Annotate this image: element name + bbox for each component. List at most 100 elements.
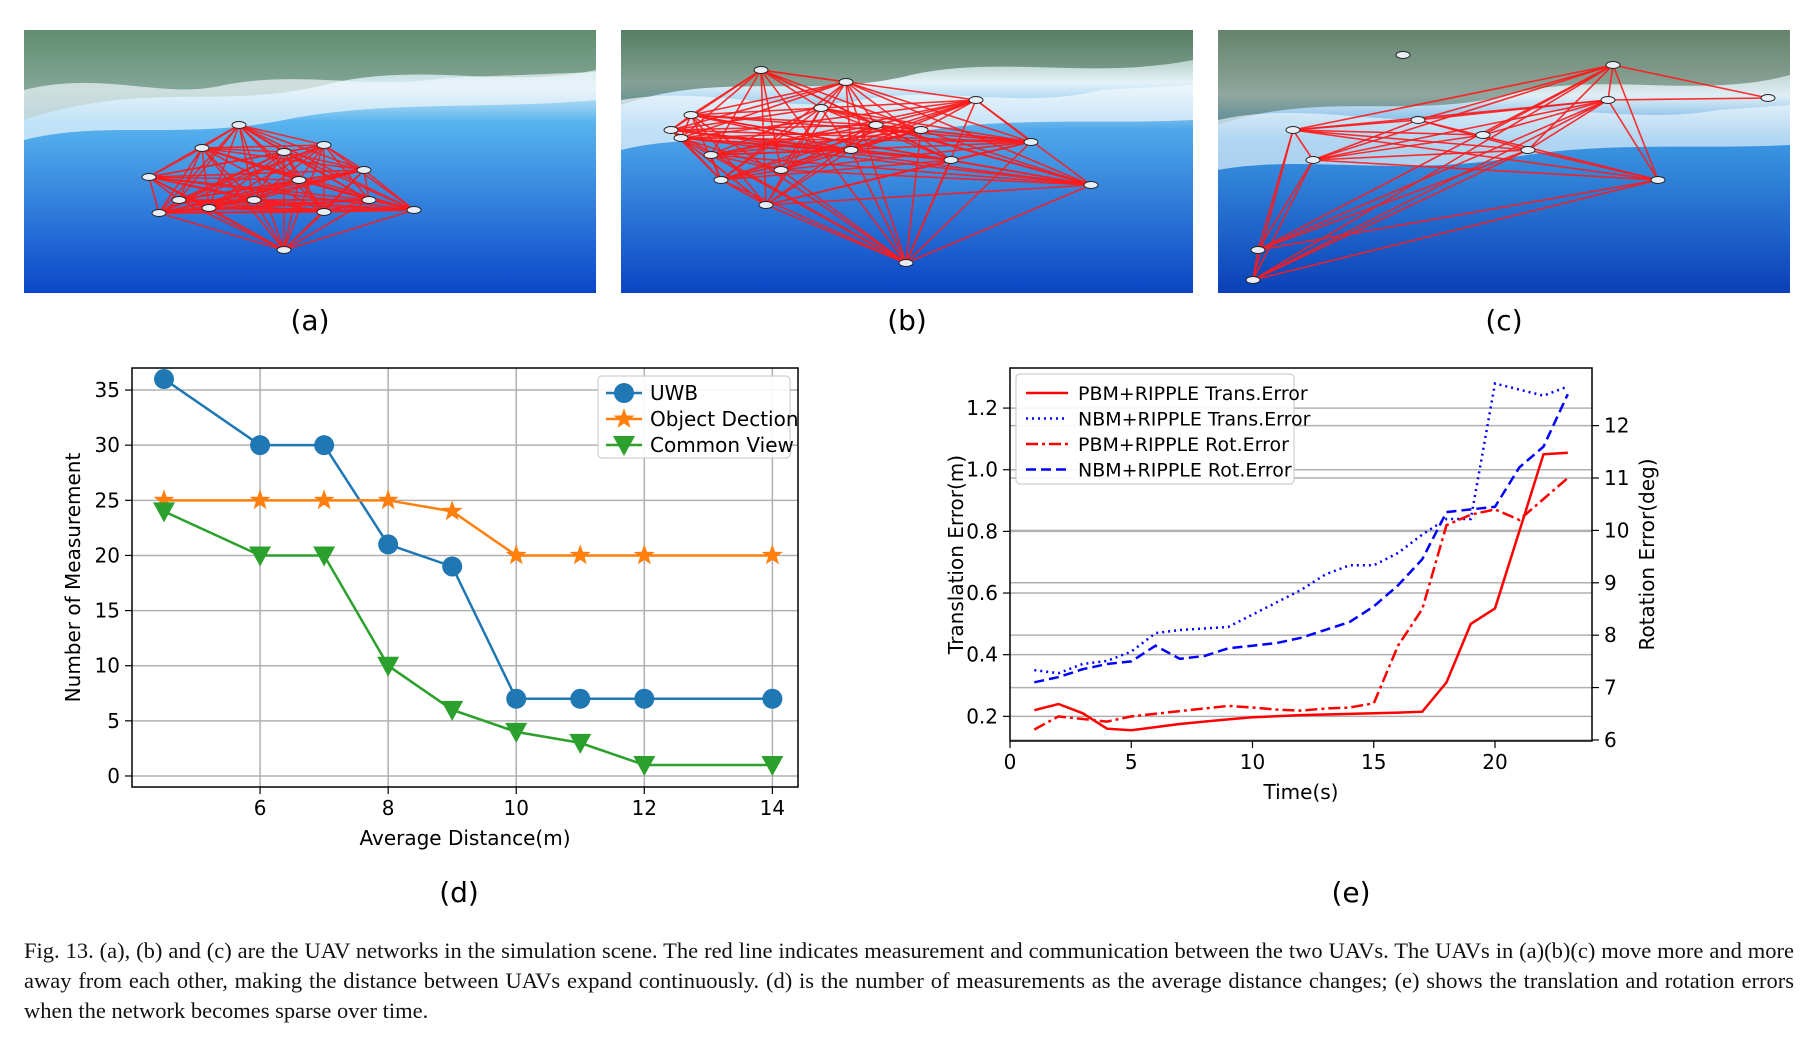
network-edge	[875, 99, 977, 126]
network-edge	[1607, 99, 1659, 181]
network-edge	[148, 176, 415, 211]
network-edge	[765, 149, 852, 206]
network-edge	[780, 169, 1092, 186]
network-edge	[238, 124, 365, 171]
network-edge	[283, 179, 300, 251]
x-tick-label: 5	[1125, 750, 1138, 774]
network-edge	[1252, 64, 1614, 281]
y-axis-label: Translation Error(m)	[946, 455, 968, 655]
network-edge	[1312, 134, 1484, 161]
network-edge	[1607, 97, 1769, 101]
network-edge	[765, 159, 952, 206]
uav-node	[813, 104, 829, 112]
network-edge	[178, 147, 203, 201]
network-edge	[1612, 64, 1659, 181]
uav-node	[1250, 246, 1266, 254]
network-edge	[148, 169, 365, 178]
network-edge	[670, 129, 852, 151]
legend-label: UWB	[650, 381, 698, 405]
network-edge	[253, 199, 285, 251]
figure-caption: Fig. 13. (a), (b) and (c) are the UAV ne…	[24, 938, 1794, 1023]
network-edge	[905, 184, 1092, 264]
y-tick-label: 10	[95, 654, 120, 678]
network-edge	[1612, 64, 1769, 99]
network-edge	[1292, 129, 1484, 136]
network-edge	[670, 124, 877, 131]
uav-node	[753, 66, 769, 74]
network-edge	[1527, 99, 1609, 151]
network-edge	[208, 207, 285, 251]
data-point	[505, 722, 528, 743]
y-tick-label: 5	[107, 709, 120, 733]
network-edge	[1312, 119, 1419, 161]
network-edge	[875, 124, 922, 131]
y-tick-label: 0	[107, 764, 120, 788]
x-axis-label: Time(s)	[1263, 780, 1339, 804]
network-edge	[1292, 129, 1314, 161]
network-edge	[253, 179, 300, 201]
uav-node	[171, 196, 187, 204]
network-edge	[670, 129, 1092, 186]
uav-node	[201, 204, 217, 212]
y-tick-label: 30	[95, 433, 120, 457]
panel-label-c: (c)	[1485, 304, 1523, 337]
y-right-tick-label: 7	[1604, 676, 1617, 700]
uav-node	[231, 121, 247, 129]
data-point	[249, 489, 271, 510]
network-edge	[1257, 64, 1614, 251]
legend-marker	[613, 436, 635, 456]
network-lines-c	[1252, 64, 1769, 281]
x-tick-label: 10	[504, 796, 529, 820]
network-edge	[760, 69, 977, 101]
network-edge	[238, 124, 415, 211]
data-point	[249, 546, 272, 567]
network-illustration-a	[24, 30, 596, 293]
network-edge	[850, 149, 907, 264]
network-edge	[323, 199, 370, 213]
measurement-chart: 6 8 10 12 14 0 5 10 15 20 25 30 35 Average Distance(m…	[61, 367, 799, 850]
uav-node	[276, 148, 292, 156]
network-edge	[720, 99, 977, 181]
series-nbm-ripple-rot-error	[1034, 393, 1569, 684]
data-point	[761, 755, 784, 776]
network-edge	[283, 151, 415, 211]
error-chart: 0.2 0.4 0.6 0.8 1.0 1.2 6 7 8 9 10 11 12 0 5 10 15 20 Time…	[946, 367, 1659, 804]
network-edge	[283, 199, 370, 251]
network-edge	[820, 107, 952, 161]
panel-label-b: (b)	[887, 304, 927, 337]
network-edge	[820, 81, 847, 109]
uav-node	[838, 78, 854, 86]
chart-legend: PBM+RIPPLE Trans.Error NBM+RIPPLE Trans.E…	[1015, 373, 1311, 485]
uav-node	[1475, 131, 1491, 139]
legend-label: PBM+RIPPLE Rot.Error	[1078, 434, 1289, 456]
uav-node	[1395, 51, 1411, 59]
data-point	[378, 534, 399, 555]
y-tick-label: 0.6	[966, 581, 998, 605]
plot-frame	[131, 367, 799, 788]
network-edge	[1252, 159, 1314, 281]
network-edge	[720, 81, 847, 181]
uav-node	[316, 208, 332, 216]
uav-node	[1650, 176, 1666, 184]
data-point	[153, 489, 175, 510]
network-edge	[690, 81, 847, 116]
uav-node	[194, 144, 210, 152]
network-edge	[148, 144, 325, 178]
network-edge	[208, 179, 300, 209]
network-edge	[845, 81, 1032, 143]
network-edge	[368, 199, 415, 211]
uav-node	[1305, 156, 1321, 164]
network-edge	[920, 129, 1032, 143]
uav-node	[406, 206, 422, 214]
network-edge	[690, 107, 822, 116]
plot-frame	[1009, 367, 1593, 742]
series-pbm-ripple-rot-error	[1033, 477, 1569, 731]
network-edge	[670, 81, 847, 131]
legend-marker	[613, 408, 635, 428]
network-edge	[283, 211, 325, 251]
uav-node	[713, 176, 729, 184]
uav-node	[316, 141, 332, 149]
network-edge	[670, 129, 767, 206]
network-edge	[363, 169, 415, 211]
